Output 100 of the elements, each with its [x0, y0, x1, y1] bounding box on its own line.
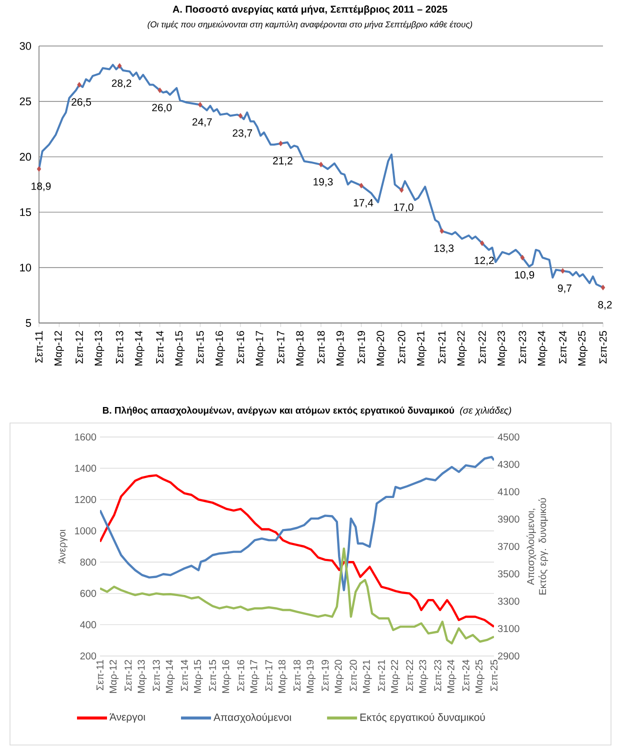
x-tick-label: Σεπ-17	[277, 331, 284, 364]
x-tick-label: Μαρ-13	[138, 660, 147, 693]
legend-label: Εκτός εργατικού δυναμικού	[360, 712, 485, 724]
point	[117, 63, 122, 69]
y2-tick-label: 3300	[498, 598, 520, 605]
x-tick-label: Μαρ-14	[135, 330, 144, 366]
y-tick-label: 30	[20, 42, 32, 50]
point	[359, 182, 364, 188]
x-tick-label: Μαρ-18	[296, 330, 306, 366]
x-tick-label: Σεπ-21	[438, 331, 446, 364]
x-tick-label: Σεπ-14	[180, 660, 188, 691]
x-tick-label: Σεπ-15	[209, 660, 216, 691]
y-tick-label: 10	[20, 264, 32, 272]
x-tick-label: Σεπ-23	[434, 660, 442, 691]
point	[318, 162, 324, 168]
x-tick-label: Μαρ-21	[416, 331, 426, 366]
chart-title: Α. Ποσοστό ανεργίας κατά μήνα, Σεπτέμβριος 2011 – 2025	[172, 5, 448, 15]
y-tick-label: 5	[26, 319, 32, 327]
x-tick-label: Μαρ-14	[166, 660, 175, 693]
y-tick-label: 1200	[75, 496, 96, 504]
data-label: 19,3	[314, 178, 333, 187]
x-tick-label: Σεπ-16	[236, 330, 244, 364]
x-tick-label: Σεπ-16	[237, 660, 244, 691]
point	[600, 284, 606, 290]
y2-tick-label: 4500	[498, 433, 520, 441]
y2-tick-label: 3900	[498, 516, 520, 523]
x-tick-label: Μαρ-15	[175, 330, 185, 366]
data-label: 24,7	[192, 118, 212, 127]
data-label: 13,3	[434, 244, 454, 254]
y-axis-title: Άνεργοι	[58, 530, 68, 564]
data-label: 23,7	[232, 129, 252, 138]
x-tick-label: Μαρ-12	[54, 331, 64, 366]
x-tick-label: Μαρ-22	[390, 660, 400, 693]
y-tick-label: 1000	[75, 527, 96, 534]
x-tick-label: Μαρ-20	[376, 330, 386, 366]
point	[198, 102, 202, 108]
point	[158, 88, 162, 94]
x-tick-label: Μαρ-23	[419, 660, 428, 693]
x-tick-label: Σεπ-11	[35, 331, 43, 363]
x-tick-label: Μαρ-25	[578, 330, 588, 366]
x-tick-label: Μαρ-17	[256, 331, 266, 366]
x-tick-label: Σεπ-21	[378, 660, 385, 691]
legend-label: Απασχολούμενοι	[214, 712, 292, 724]
y2-tick-label: 3500	[498, 570, 520, 578]
x-tick-label: Σεπ-13	[152, 660, 160, 691]
x-tick-label: Σεπ-17	[265, 660, 272, 691]
x-tick-label: Μαρ-20	[334, 660, 344, 693]
x-tick-label: Σεπ-13	[116, 330, 124, 364]
x-tick-label: Σεπ-11	[96, 660, 104, 690]
y-tick-label: 400	[80, 621, 96, 628]
point	[480, 240, 484, 246]
point	[399, 187, 404, 193]
point	[520, 254, 525, 260]
x-tick-label: Σεπ-12	[76, 331, 83, 364]
y-tick-label: 1400	[75, 464, 96, 472]
chart-subtitle: (Οι τιμές που σημειώνονται στη καμπύλη αναφέρονται στο μήνα Σεπτέμβριο κάθε έτους)	[148, 20, 472, 30]
data-label: 18,9	[32, 182, 51, 192]
data-label: 26,5	[72, 98, 92, 107]
y2-tick-label: 4300	[498, 460, 520, 468]
y-tick-label: 600	[80, 590, 96, 597]
chart-title: Β. Πλήθος απασχολουμένων, ανέργων και ατόμων εκτός εργατικού δυναμικού	[102, 406, 454, 416]
data-label: 9,7	[558, 284, 572, 294]
x-tick-label: Σεπ-25	[599, 330, 607, 364]
point	[36, 166, 42, 172]
chart-subtitle: (σε χιλιάδες)	[460, 406, 512, 416]
line-series	[100, 456, 494, 592]
y2-tick-label: 4100	[498, 488, 520, 496]
legend-label: Άνεργοι	[110, 713, 146, 723]
x-tick-label: Μαρ-24	[447, 660, 456, 693]
x-tick-label: Μαρ-16	[216, 330, 226, 366]
x-tick-label: Μαρ-22	[457, 331, 467, 366]
x-tick-label: Σεπ-19	[322, 660, 329, 691]
x-tick-label: Σεπ-15	[196, 330, 204, 364]
x-tick-label: Σεπ-18	[317, 330, 325, 364]
x-tick-label: Μαρ-15	[194, 660, 203, 693]
x-tick-label: Σεπ-19	[358, 331, 365, 364]
x-tick-label: Σεπ-24	[462, 660, 470, 691]
data-label: 26,0	[152, 104, 172, 112]
y-tick-label: 200	[80, 652, 96, 660]
data-label: 28,2	[112, 79, 132, 88]
x-tick-label: Σεπ-12	[124, 660, 132, 691]
data-label: 17,0	[394, 204, 414, 212]
x-tick-label: Σεπ-22	[478, 331, 486, 364]
y-tick-label: 15	[20, 208, 32, 216]
x-tick-label: Σεπ-18	[293, 660, 301, 691]
data-label: 17,4	[354, 199, 374, 208]
data-label: 10,9	[515, 271, 534, 280]
point	[560, 268, 565, 274]
x-tick-label: Σεπ-14	[156, 330, 164, 364]
x-tick-label: Μαρ-21	[362, 660, 372, 693]
x-tick-label: Σεπ-24	[559, 330, 566, 364]
data-label: 21,2	[273, 157, 292, 166]
x-tick-label: Σεπ-20	[398, 330, 406, 364]
x-tick-label: Σεπ-20	[350, 660, 357, 691]
point	[278, 140, 283, 146]
line-series	[100, 547, 494, 644]
x-tick-label: Μαρ-23	[498, 330, 508, 366]
data-label: 8,2	[598, 301, 612, 310]
x-tick-label: Μαρ-19	[306, 660, 316, 693]
y-tick-label: 20	[20, 152, 32, 161]
